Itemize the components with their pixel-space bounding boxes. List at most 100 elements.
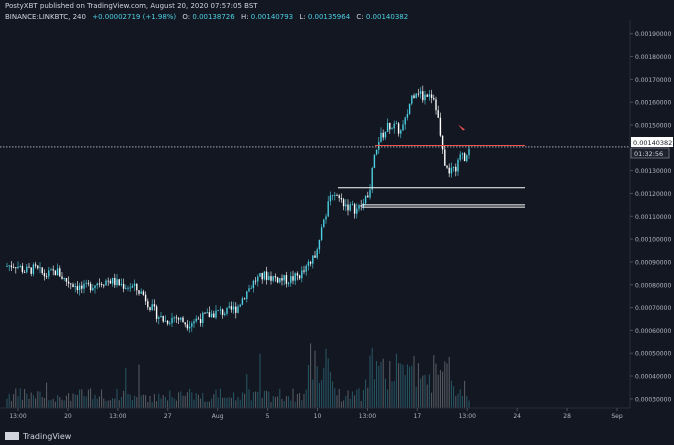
candle-body bbox=[125, 287, 127, 289]
candle-body bbox=[98, 283, 101, 285]
tradingview-logo[interactable]: TradingView bbox=[5, 432, 72, 441]
volume-bar bbox=[175, 400, 177, 408]
candle-body bbox=[160, 315, 162, 318]
candle-body bbox=[232, 306, 235, 310]
volume-bar bbox=[464, 380, 466, 408]
high-label: H: bbox=[241, 13, 249, 21]
volume-bar bbox=[277, 396, 279, 408]
volume-bar bbox=[340, 401, 342, 408]
candle-body bbox=[175, 317, 178, 319]
volume-bar bbox=[182, 395, 184, 408]
candle-body bbox=[261, 272, 263, 280]
volume-bar bbox=[30, 392, 32, 408]
countdown-label: 01:32:56 bbox=[634, 150, 663, 158]
volume-bar bbox=[457, 393, 459, 408]
candle-body bbox=[204, 312, 206, 314]
countdown-badge bbox=[630, 147, 670, 159]
volume-bar bbox=[252, 392, 254, 408]
candle-body bbox=[142, 291, 145, 295]
candle-body bbox=[43, 273, 46, 277]
candle-body bbox=[166, 320, 169, 324]
volume-bar bbox=[406, 364, 408, 408]
volume-bar bbox=[444, 361, 446, 408]
candle-body bbox=[235, 306, 237, 313]
time-tick-label: 13:00 bbox=[109, 413, 126, 420]
candle-body bbox=[375, 149, 378, 155]
volume-bar bbox=[15, 388, 17, 408]
candle-body bbox=[323, 219, 325, 228]
volume-bar bbox=[292, 388, 294, 408]
volume-bar bbox=[98, 396, 100, 408]
candle-body bbox=[147, 301, 149, 308]
volume-bar bbox=[393, 381, 395, 408]
candle-body bbox=[215, 310, 217, 318]
candle-body bbox=[459, 154, 461, 160]
volume-bar bbox=[158, 393, 160, 408]
volume-bar bbox=[261, 398, 263, 408]
candle-body bbox=[180, 317, 182, 320]
candle-body bbox=[268, 276, 270, 280]
candle-body bbox=[138, 290, 140, 294]
volume-bar bbox=[400, 363, 402, 408]
volume-bar bbox=[323, 367, 325, 408]
volume-bar bbox=[299, 393, 301, 408]
volume-bar bbox=[94, 394, 96, 408]
candle-body bbox=[331, 195, 334, 197]
candle-body bbox=[320, 227, 323, 240]
volume-bar bbox=[101, 389, 103, 408]
price-tick-label: 0.00190000 bbox=[635, 31, 671, 38]
volume-bar bbox=[96, 398, 98, 408]
candle-body bbox=[122, 283, 125, 289]
volume-bar bbox=[8, 393, 10, 408]
volume-bar bbox=[90, 388, 92, 408]
price-axis[interactable]: 0.00190000 0.00180000 0.00170000 0.00160000… bbox=[630, 31, 671, 403]
volume-bar bbox=[195, 393, 197, 408]
candle-body bbox=[67, 281, 70, 284]
candle-body bbox=[94, 285, 96, 289]
volume-bar bbox=[48, 400, 50, 408]
candle-body bbox=[32, 264, 35, 274]
volume-bar bbox=[303, 394, 305, 408]
candle-body bbox=[153, 304, 156, 307]
candle-body bbox=[158, 317, 160, 319]
candle-body bbox=[144, 294, 147, 302]
candle-body bbox=[292, 276, 294, 281]
candle-body bbox=[413, 95, 415, 98]
arrow-marker-icon[interactable] bbox=[458, 124, 465, 131]
volume-bar bbox=[156, 401, 158, 408]
volume-bar bbox=[178, 392, 180, 408]
volume-bar bbox=[391, 381, 393, 408]
candle-body bbox=[226, 307, 228, 314]
volume-bar bbox=[424, 374, 426, 408]
price-tick-label: 0.00150000 bbox=[635, 122, 671, 129]
candle-body bbox=[221, 309, 224, 315]
time-tick-label: 13:00 bbox=[459, 413, 476, 420]
volume-bar bbox=[202, 393, 204, 408]
candle-body bbox=[404, 117, 406, 125]
open-label: O: bbox=[182, 13, 190, 21]
candle-body bbox=[457, 159, 459, 172]
volume-bar bbox=[448, 356, 450, 408]
time-axis[interactable]: 13:00 20 13:00 27 Aug 5 10 13:00 17 13:00 24 28 Sep bbox=[9, 408, 623, 420]
candle-body bbox=[285, 275, 288, 284]
volume-bar bbox=[356, 389, 358, 408]
volume-bar bbox=[186, 392, 188, 408]
volume-bar bbox=[329, 371, 331, 408]
volume-bar bbox=[334, 388, 336, 408]
candle-body bbox=[155, 306, 158, 319]
candle-body bbox=[39, 267, 41, 269]
time-tick-label: 10 bbox=[314, 413, 322, 420]
volume-bar bbox=[283, 401, 285, 408]
volume-bar bbox=[413, 355, 415, 408]
candle-body bbox=[210, 313, 213, 318]
volume-bar bbox=[114, 398, 116, 408]
volume-bar bbox=[171, 396, 173, 408]
candle-body bbox=[279, 278, 281, 283]
candle-body bbox=[290, 276, 292, 283]
candle-body bbox=[10, 265, 13, 268]
candle-body bbox=[435, 99, 437, 111]
candle-body bbox=[270, 276, 272, 281]
volume-bar bbox=[371, 347, 373, 408]
price-tick-label: 0.00170000 bbox=[635, 77, 671, 84]
